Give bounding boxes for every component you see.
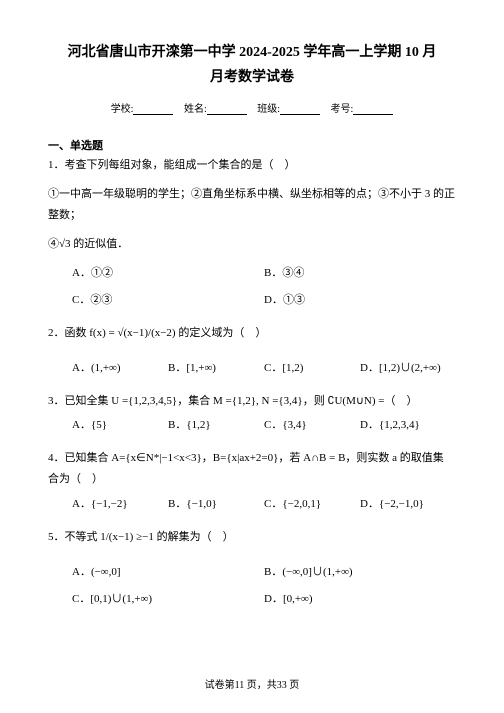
q4-stem: 已知集合 A={x∈N*|−1<x<3}，B={x|ax+2=0}，若 A∩B … (65, 452, 444, 464)
q4-b: B．{−1,0} (168, 494, 264, 515)
q4-num: 4． (48, 452, 65, 464)
q1-a: A．①② (72, 263, 264, 284)
q4-c: C．{−2,0,1} (264, 494, 360, 515)
class-blank (280, 103, 320, 115)
q4-d: D．{−2,−1,0} (360, 494, 456, 515)
q3-num: 3． (48, 395, 65, 407)
question-3: 3．已知全集 U ={1,2,3,4,5}，集合 M ={1,2}, N ={3… (48, 391, 456, 437)
q3-a: A．{5} (72, 415, 168, 436)
id-blank (353, 103, 393, 115)
page-footer: 试卷第11 页，共33 页 (0, 676, 504, 691)
section-header: 一、单选题 (48, 137, 456, 153)
q1-choices: A．①② B．③④ C．②③ D．①③ (72, 263, 456, 311)
name-blank (207, 103, 247, 115)
q3-stem: 已知全集 U ={1,2,3,4,5}，集合 M ={1,2}, N ={3,4… (65, 395, 418, 407)
meta-line: 学校: 姓名: 班级: 考号: (48, 100, 456, 115)
class-label: 班级: (257, 104, 280, 115)
q3-b: B．{1,2} (168, 415, 264, 436)
q2-d: D．[1,2)∪(2,+∞) (360, 358, 456, 379)
exam-title: 河北省唐山市开滦第一中学 2024-2025 学年高一上学期 10 月 月考数学… (48, 40, 456, 90)
q3-choices: A．{5} B．{1,2} C．{3,4} D．{1,2,3,4} (72, 415, 456, 436)
q5-a: A．(−∞,0] (72, 562, 264, 583)
title-line2: 月考数学试卷 (48, 65, 456, 90)
school-blank (133, 103, 173, 115)
question-5: 5．不等式 1/(x−1) ≥−1 的解集为（ ） A．(−∞,0] B．(−∞… (48, 527, 456, 610)
title-line1: 河北省唐山市开滦第一中学 2024-2025 学年高一上学期 10 月 (48, 40, 456, 65)
q5-stem: 不等式 1/(x−1) ≥−1 的解集为（ ） (65, 531, 234, 543)
q5-c: C．[0,1)∪(1,+∞) (72, 589, 264, 610)
q1-d: D．①③ (264, 290, 456, 311)
q1-num: 1． (48, 159, 65, 171)
q1-stem: 考查下列每组对象，能组成一个集合的是（ ） (65, 159, 296, 171)
q4-a: A．{−1,−2} (72, 494, 168, 515)
q1-c: C．②③ (72, 290, 264, 311)
id-label: 考号: (331, 104, 354, 115)
q2-b: B．[1,+∞) (168, 358, 264, 379)
q5-b: B．(−∞,0]∪(1,+∞) (264, 562, 456, 583)
q2-stem: 函数 f(x) = √(x−1)/(x−2) 的定义域为（ ） (65, 327, 267, 339)
question-2: 2．函数 f(x) = √(x−1)/(x−2) 的定义域为（ ） A．(1,+… (48, 323, 456, 379)
name-label: 姓名: (184, 104, 207, 115)
q4-choices: A．{−1,−2} B．{−1,0} C．{−2,0,1} D．{−2,−1,0… (72, 494, 456, 515)
q1-items: ①一中高一年级聪明的学生；②直角坐标系中横、纵坐标相等的点；③不小于 3 的正整… (48, 184, 456, 226)
school-label: 学校: (111, 104, 134, 115)
q2-c: C．[1,2) (264, 358, 360, 379)
q5-choices: A．(−∞,0] B．(−∞,0]∪(1,+∞) C．[0,1)∪(1,+∞) … (72, 562, 456, 610)
q2-a: A．(1,+∞) (72, 358, 168, 379)
question-1: 1．考查下列每组对象，能组成一个集合的是（ ） ①一中高一年级聪明的学生；②直角… (48, 155, 456, 310)
q2-choices: A．(1,+∞) B．[1,+∞) C．[1,2) D．[1,2)∪(2,+∞) (72, 358, 456, 379)
q5-num: 5． (48, 531, 65, 543)
q4-stem2: 合为（ ） (48, 469, 456, 490)
question-4: 4．已知集合 A={x∈N*|−1<x<3}，B={x|ax+2=0}，若 A∩… (48, 448, 456, 515)
q3-d: D．{1,2,3,4} (360, 415, 456, 436)
q1-items2: ④√3 的近似值． (48, 234, 456, 255)
q3-c: C．{3,4} (264, 415, 360, 436)
q2-num: 2． (48, 327, 65, 339)
q5-d: D．[0,+∞) (264, 589, 456, 610)
q1-b: B．③④ (264, 263, 456, 284)
